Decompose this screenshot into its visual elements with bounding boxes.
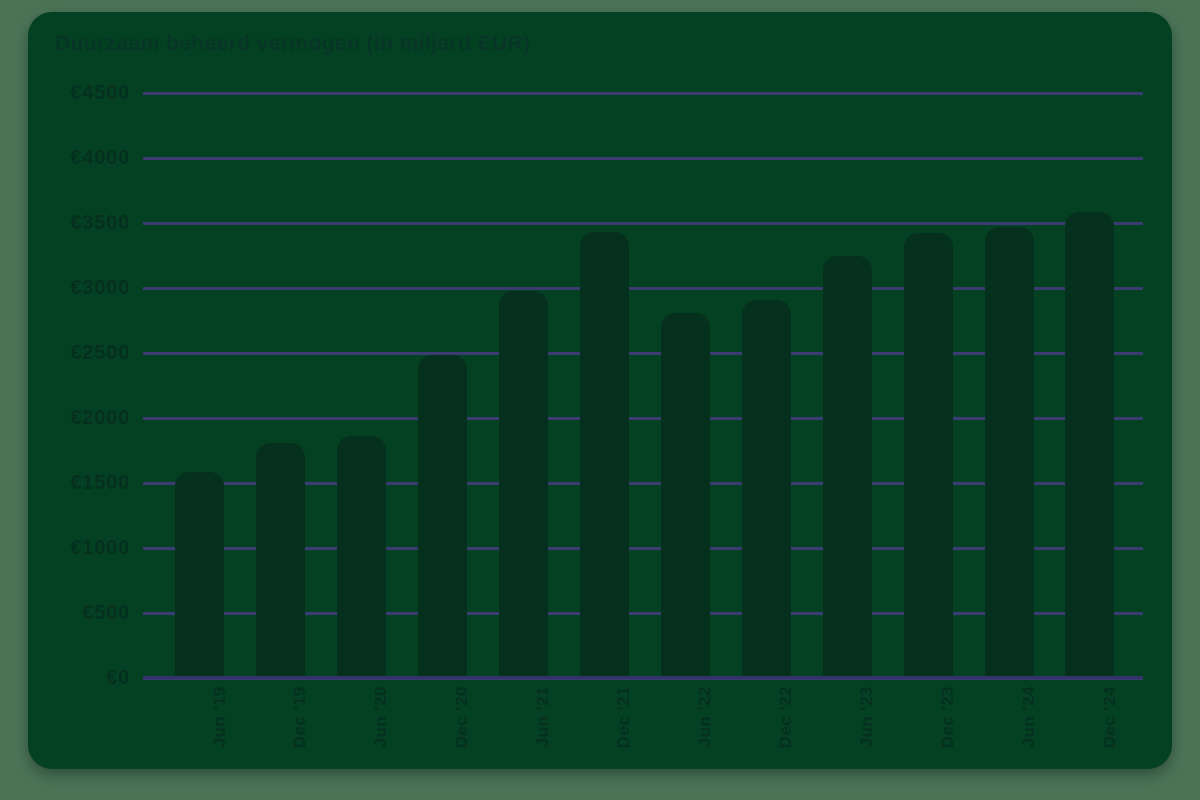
bar[interactable] bbox=[1065, 211, 1115, 678]
y-tick-label: €4000 bbox=[70, 147, 130, 169]
x-tick-label: Dec '20 bbox=[452, 686, 472, 749]
x-tick-label: Dec '21 bbox=[614, 686, 634, 749]
gridline bbox=[143, 287, 1143, 290]
gridline bbox=[143, 157, 1143, 160]
gridline bbox=[143, 352, 1143, 355]
bar[interactable] bbox=[175, 471, 224, 678]
y-axis: €4500 €4000 €3500 €3000 €2500 €2000 €1500 €1000… bbox=[28, 82, 130, 689]
bar[interactable] bbox=[822, 256, 872, 678]
gridline bbox=[143, 417, 1143, 420]
y-tick-label: €2000 bbox=[70, 407, 130, 429]
bar[interactable] bbox=[903, 232, 953, 678]
x-tick-label: Dec '19 bbox=[290, 686, 310, 749]
y-tick-label: €3000 bbox=[70, 277, 130, 299]
gridline bbox=[143, 547, 1143, 550]
bar[interactable] bbox=[255, 442, 305, 678]
bar[interactable] bbox=[984, 226, 1034, 678]
bar[interactable] bbox=[579, 232, 629, 678]
gridline bbox=[143, 222, 1143, 225]
x-axis-line bbox=[143, 676, 1143, 679]
y-tick-label: €500 bbox=[82, 602, 130, 624]
x-tick-label: Jun '23 bbox=[857, 686, 877, 748]
x-tick-label: Dec '22 bbox=[776, 686, 796, 749]
x-tick-label: Jun '24 bbox=[1019, 686, 1038, 748]
x-tick-label: Jun '20 bbox=[371, 686, 391, 748]
gridline bbox=[143, 612, 1143, 615]
bar[interactable] bbox=[417, 354, 467, 678]
y-tick-label: €1000 bbox=[70, 537, 130, 559]
x-tick-label: Jun '21 bbox=[533, 686, 553, 748]
x-tick-label: Jun '22 bbox=[695, 686, 715, 748]
chart-card: Duurzaam beheerd vermogen (in miljard EU… bbox=[28, 12, 1172, 769]
plot-area: Jun '19 Dec '19 Jun '20 Dec '20 Jun '21 Dec '… bbox=[143, 92, 1143, 748]
bar[interactable] bbox=[741, 299, 791, 678]
x-tick-label: Jun '19 bbox=[209, 686, 229, 748]
x-tick-label: Dec '24 bbox=[1099, 686, 1119, 749]
x-tick-label: Dec '23 bbox=[938, 686, 958, 749]
y-tick-label: €1500 bbox=[70, 472, 130, 494]
y-tick-label: €2500 bbox=[70, 342, 130, 364]
chart-title: Duurzaam beheerd vermogen (in miljard EU… bbox=[55, 32, 531, 55]
bar[interactable] bbox=[498, 291, 548, 678]
bar[interactable] bbox=[336, 436, 386, 678]
bar[interactable] bbox=[660, 312, 710, 678]
y-tick-label: €0 bbox=[106, 667, 130, 689]
y-tick-label: €3500 bbox=[70, 212, 130, 234]
y-tick-label: €4500 bbox=[70, 82, 130, 104]
gridline bbox=[143, 92, 1143, 95]
gridline bbox=[143, 482, 1143, 485]
